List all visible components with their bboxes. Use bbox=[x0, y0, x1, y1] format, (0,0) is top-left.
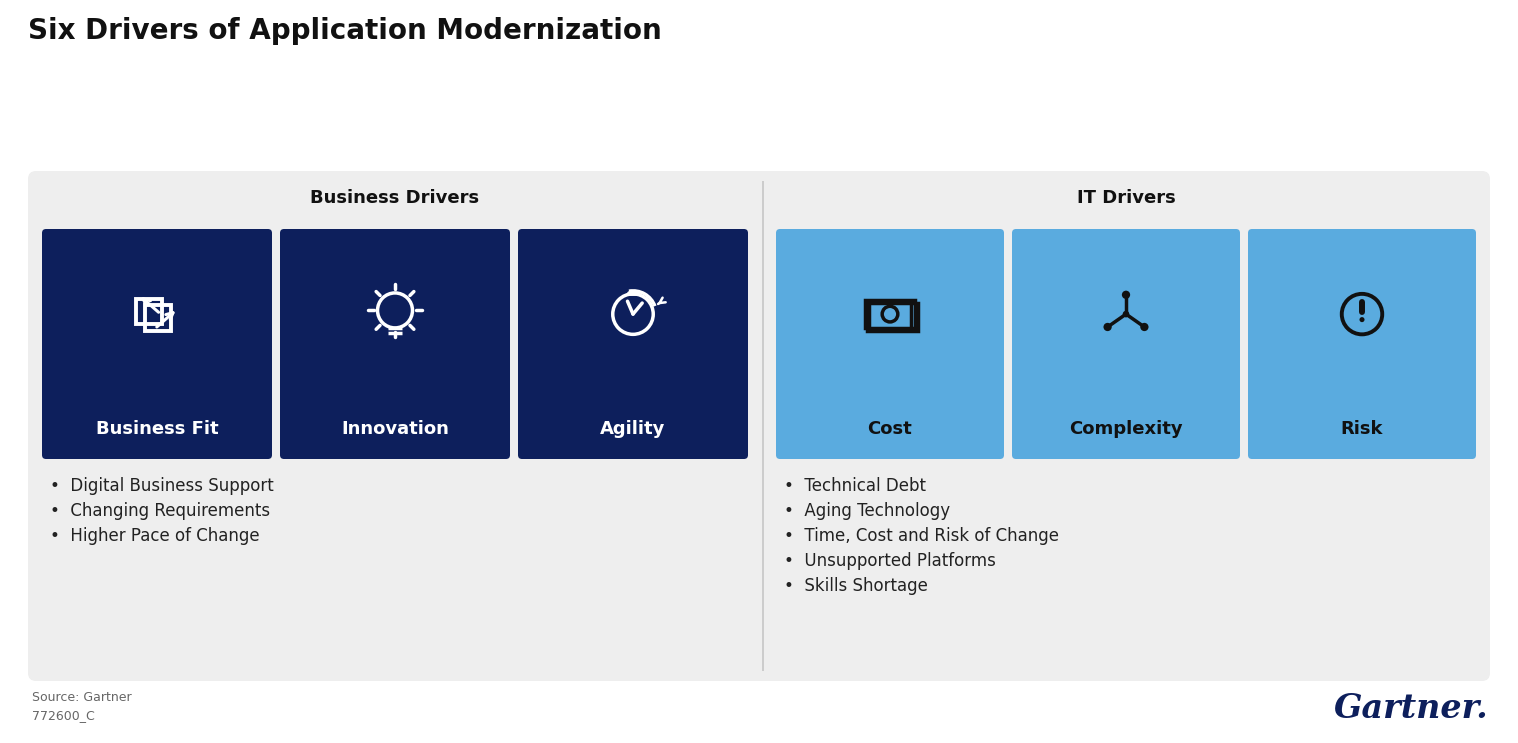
Circle shape bbox=[1360, 317, 1365, 322]
Bar bbox=[865, 300, 915, 328]
Text: 772600_C: 772600_C bbox=[32, 709, 94, 722]
FancyBboxPatch shape bbox=[776, 229, 1003, 459]
Text: Agility: Agility bbox=[600, 420, 666, 438]
FancyBboxPatch shape bbox=[43, 229, 272, 459]
Circle shape bbox=[1104, 323, 1111, 331]
Text: Business Fit: Business Fit bbox=[96, 420, 219, 438]
Text: •  Technical Debt: • Technical Debt bbox=[783, 477, 926, 495]
Text: Source: Gartner: Source: Gartner bbox=[32, 691, 132, 704]
FancyBboxPatch shape bbox=[27, 171, 1491, 681]
Circle shape bbox=[1122, 291, 1129, 299]
Bar bbox=[144, 305, 170, 331]
Text: Innovation: Innovation bbox=[342, 420, 449, 438]
Text: •  Time, Cost and Risk of Change: • Time, Cost and Risk of Change bbox=[783, 527, 1060, 545]
Text: Six Drivers of Application Modernization: Six Drivers of Application Modernization bbox=[27, 17, 662, 45]
Text: Gartner.: Gartner. bbox=[1333, 692, 1488, 725]
Text: •  Digital Business Support: • Digital Business Support bbox=[50, 477, 273, 495]
Bar bbox=[762, 181, 764, 671]
Text: Cost: Cost bbox=[868, 420, 912, 438]
Text: •  Unsupported Platforms: • Unsupported Platforms bbox=[783, 552, 996, 570]
Text: •  Skills Shortage: • Skills Shortage bbox=[783, 577, 927, 595]
Text: Risk: Risk bbox=[1340, 420, 1383, 438]
FancyBboxPatch shape bbox=[1248, 229, 1475, 459]
Text: •  Changing Requirements: • Changing Requirements bbox=[50, 502, 270, 520]
Bar bbox=[135, 299, 161, 325]
Circle shape bbox=[1140, 323, 1149, 331]
Text: Business Drivers: Business Drivers bbox=[311, 189, 480, 207]
Bar bbox=[867, 303, 918, 331]
Text: Complexity: Complexity bbox=[1069, 420, 1183, 438]
Text: •  Aging Technology: • Aging Technology bbox=[783, 502, 950, 520]
FancyBboxPatch shape bbox=[1013, 229, 1240, 459]
Text: •  Higher Pace of Change: • Higher Pace of Change bbox=[50, 527, 260, 545]
Circle shape bbox=[1123, 311, 1129, 317]
FancyBboxPatch shape bbox=[518, 229, 748, 459]
Text: IT Drivers: IT Drivers bbox=[1076, 189, 1175, 207]
FancyBboxPatch shape bbox=[279, 229, 510, 459]
